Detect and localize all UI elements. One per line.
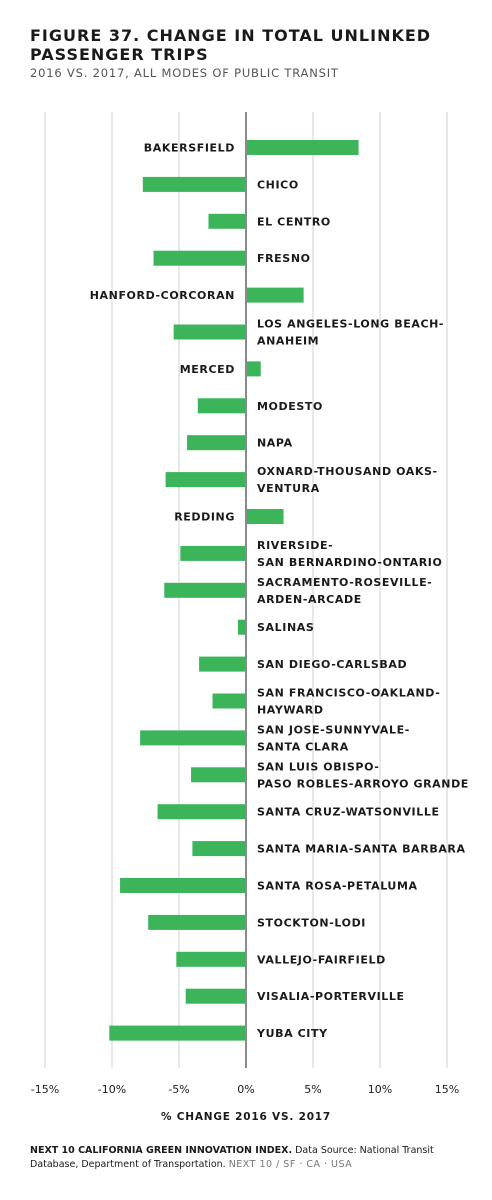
x-tick-label: -10% <box>98 1083 126 1096</box>
category-label: SAN DIEGO-CARLSBAD <box>257 658 407 671</box>
bar <box>109 1025 246 1041</box>
x-tick-label: 10% <box>368 1083 392 1096</box>
bar <box>212 693 246 709</box>
category-label: MERCED <box>180 363 235 376</box>
bar <box>246 287 304 303</box>
category-label: EL CENTRO <box>257 215 331 228</box>
category-label: MODESTO <box>257 400 323 413</box>
category-label: BAKERSFIELD <box>144 142 235 155</box>
bar <box>208 213 246 229</box>
x-tick-label: 15% <box>435 1083 459 1096</box>
category-label: SAN LUIS OBISPO-PASO ROBLES-ARROYO GRAND… <box>257 760 469 790</box>
bar <box>148 914 246 930</box>
chart-subtitle: 2016 VS. 2017, ALL MODES OF PUBLIC TRANS… <box>30 66 339 80</box>
bar <box>185 988 246 1004</box>
category-label: NAPA <box>257 437 293 450</box>
category-label: VALLEJO-FAIRFIELD <box>257 953 386 966</box>
category-label: RIVERSIDE-SAN BERNARDINO-ONTARIO <box>257 539 442 569</box>
category-label: STOCKTON-LODI <box>257 916 366 929</box>
bar <box>197 398 246 414</box>
category-label: CHICO <box>257 178 299 191</box>
bar <box>120 878 246 893</box>
bar <box>157 804 246 820</box>
bar <box>237 619 246 635</box>
category-label: VISALIA-PORTERVILLE <box>257 990 405 1003</box>
category-label: FRESNO <box>257 252 311 265</box>
category-label: SACRAMENTO-ROSEVILLE-ARDEN-ARCADE <box>257 576 432 606</box>
footer-tag: NEXT 10 / SF · CA · USA <box>228 1159 353 1170</box>
bar <box>199 656 246 672</box>
category-label: SANTA ROSA-PETALUMA <box>257 880 418 893</box>
category-label: SANTA CRUZ-WATSONVILLE <box>257 806 440 819</box>
bar <box>173 324 246 340</box>
bar <box>140 730 246 746</box>
bar <box>246 509 284 524</box>
bar <box>153 250 246 266</box>
category-label: LOS ANGELES-LONG BEACH-ANAHEIM <box>257 318 444 348</box>
bar <box>164 582 246 598</box>
category-label: REDDING <box>174 511 235 524</box>
x-tick-label: -5% <box>168 1083 189 1096</box>
x-axis-label: % CHANGE 2016 VS. 2017 <box>160 1111 332 1123</box>
chart-title: FIGURE 37. CHANGE IN TOTAL UNLINKED PASS… <box>30 26 432 64</box>
footer-brand: NEXT 10 CALIFORNIA GREEN INNOVATION INDE… <box>30 1145 293 1156</box>
x-tick-label: 0% <box>237 1083 254 1096</box>
footer: NEXT 10 CALIFORNIA GREEN INNOVATION INDE… <box>30 1144 470 1172</box>
bar <box>165 472 246 488</box>
category-label: SALINAS <box>257 621 314 634</box>
category-label: SAN JOSE-SUNNYVALE-SANTA CLARA <box>257 723 410 753</box>
x-tick-label: 5% <box>304 1083 321 1096</box>
bar <box>246 140 359 155</box>
bar <box>246 361 261 377</box>
category-label: HANFORD-CORCORAN <box>90 289 235 302</box>
category-label: SANTA MARIA-SANTA BARBARA <box>257 843 466 856</box>
bar <box>142 176 246 192</box>
category-label: OXNARD-THOUSAND OAKS-VENTURA <box>257 465 438 495</box>
bar-chart: -15% -10% -5% 0% 5% 10% 15% BAKERSFIELD CHICO EL … <box>31 112 469 1096</box>
bar <box>176 951 246 967</box>
footer-source: Data Source: National Transit Database, … <box>30 1145 434 1170</box>
bar <box>191 767 246 783</box>
bar <box>180 545 246 561</box>
x-tick-label: -15% <box>31 1083 59 1096</box>
bar <box>187 435 246 451</box>
category-label: YUBA CITY <box>256 1027 328 1040</box>
bar <box>192 841 246 857</box>
category-label: SAN FRANCISCO-OAKLAND-HAYWARD <box>257 687 440 717</box>
